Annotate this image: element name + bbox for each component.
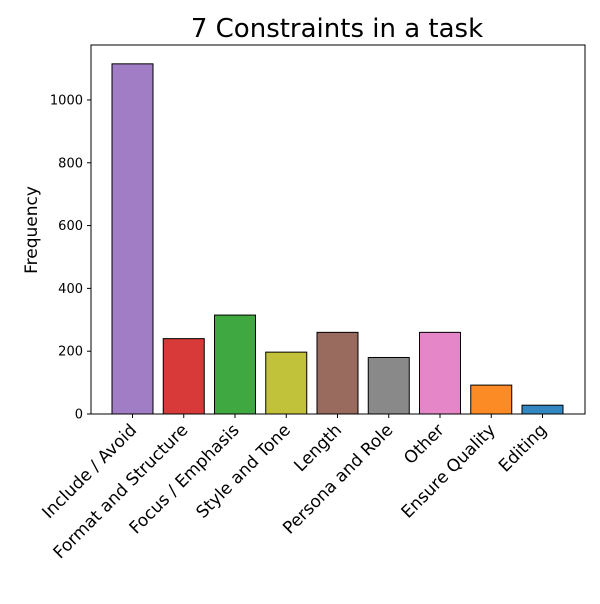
y-tick-label: 400 <box>58 282 83 297</box>
bar <box>214 314 256 415</box>
plot-frame <box>90 44 586 415</box>
y-tick-label: 800 <box>58 156 83 171</box>
bar <box>265 351 308 415</box>
x-tick-label: Ensure Quality <box>398 420 500 522</box>
bar <box>316 331 359 415</box>
bar <box>367 356 410 415</box>
y-tick-label: 200 <box>58 345 83 360</box>
bar <box>111 63 154 415</box>
y-axis-label: Frequency <box>22 186 42 274</box>
bar <box>162 338 205 415</box>
y-tick-label: 1000 <box>50 93 83 108</box>
chart-title: 7 Constraints in a task <box>191 14 483 44</box>
y-tick-label: 0 <box>75 408 83 423</box>
y-tick-label: 600 <box>58 219 83 234</box>
bar <box>470 384 513 415</box>
y-axis-ticks: 0 200 400 600 800 1000 <box>50 93 91 423</box>
bars <box>111 63 564 415</box>
x-tick-label: Style and Tone <box>193 420 295 522</box>
x-tick-label: Other <box>400 420 448 468</box>
x-tick-label: Editing <box>495 420 551 476</box>
bar <box>521 404 564 415</box>
bar <box>419 331 461 415</box>
